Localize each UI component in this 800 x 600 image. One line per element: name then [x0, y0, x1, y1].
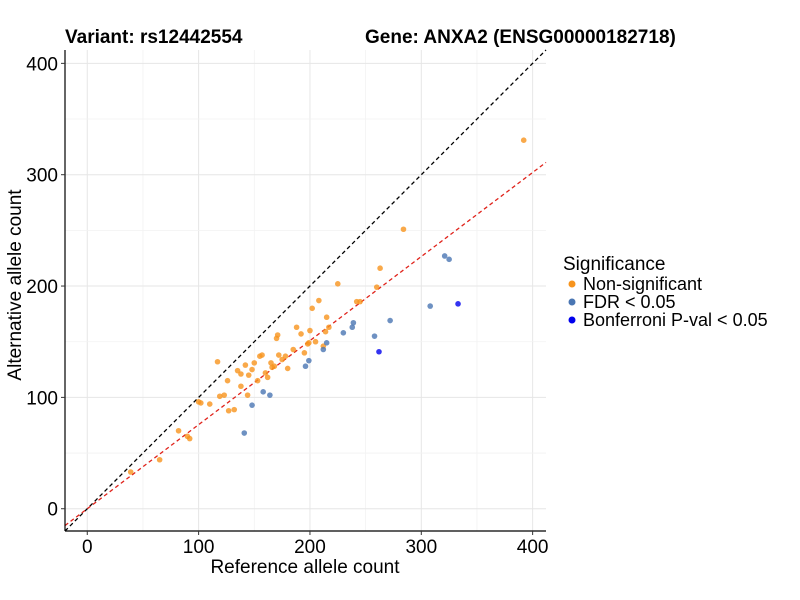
- point-fdr-0-05: [323, 340, 330, 346]
- data-points: [127, 137, 527, 475]
- point-non-significant: [225, 407, 232, 414]
- x-tick-label: 100: [183, 537, 215, 558]
- point-non-significant: [206, 401, 213, 407]
- tick-labels: 0 100 200 300 400 0 100 200 300 400: [26, 54, 548, 558]
- x-tick-label: 200: [294, 537, 326, 558]
- point-non-significant: [307, 327, 313, 334]
- point-non-significant: [323, 314, 330, 321]
- point-non-significant: [244, 392, 251, 398]
- chart-title-variant: Variant: rs12442554: [65, 27, 243, 48]
- point-fdr-0-05: [249, 402, 255, 408]
- point-non-significant: [249, 366, 255, 373]
- point-non-significant: [293, 324, 300, 331]
- point-non-significant: [520, 137, 527, 143]
- legend-label: FDR < 0.05: [583, 292, 676, 312]
- y-tick-label: 200: [26, 277, 58, 298]
- x-tick-label: 300: [405, 537, 437, 558]
- gridlines: [65, 50, 546, 531]
- point-non-significant: [301, 350, 308, 356]
- point-non-significant: [238, 383, 244, 390]
- point-non-significant: [377, 265, 383, 272]
- point-fdr-0-05: [267, 392, 273, 398]
- point-fdr-0-05: [306, 357, 312, 364]
- point-non-significant: [264, 374, 271, 381]
- point-non-significant: [198, 400, 204, 406]
- point-non-significant: [238, 371, 244, 377]
- point-non-significant: [224, 377, 231, 384]
- point-non-significant: [373, 284, 380, 290]
- point-non-significant: [254, 377, 261, 384]
- x-tick-label: 400: [517, 537, 549, 558]
- y-tick-label: 100: [26, 388, 58, 409]
- point-non-significant: [156, 456, 163, 463]
- point-fdr-0-05: [241, 430, 248, 436]
- point-non-significant: [175, 427, 182, 434]
- point-non-significant: [127, 469, 134, 475]
- point-non-significant: [298, 331, 304, 337]
- point-fdr-0-05: [371, 333, 378, 339]
- point-fdr-0-05: [350, 319, 357, 326]
- point-non-significant: [306, 340, 312, 346]
- point-non-significant: [231, 406, 238, 413]
- legend-marker: [568, 298, 576, 306]
- y-tick-label: 300: [26, 166, 58, 187]
- point-non-significant: [274, 332, 281, 338]
- point-fdr-0-05: [260, 389, 266, 395]
- axes: [64, 50, 546, 532]
- point-non-significant: [322, 328, 329, 335]
- y-tick-label: 400: [26, 54, 58, 75]
- point-bonferroni-p-val-0-05: [455, 301, 461, 307]
- identity-reference-line: [64, 49, 547, 532]
- point-non-significant: [284, 365, 291, 372]
- point-non-significant: [400, 226, 407, 233]
- point-fdr-0-05: [349, 324, 356, 331]
- point-non-significant: [221, 392, 228, 398]
- point-bonferroni-p-val-0-05: [376, 348, 382, 355]
- point-non-significant: [245, 372, 252, 378]
- point-non-significant: [262, 370, 269, 376]
- point-non-significant: [242, 362, 249, 368]
- point-non-significant: [275, 352, 282, 358]
- point-non-significant: [290, 346, 297, 353]
- legend-marker: [568, 316, 576, 324]
- reference-lines: [64, 49, 547, 532]
- point-non-significant: [251, 360, 258, 366]
- point-non-significant: [282, 353, 289, 359]
- legend-marker: [568, 280, 576, 288]
- point-fdr-0-05: [320, 346, 327, 353]
- legend-title: Significance: [563, 254, 665, 275]
- point-non-significant: [309, 305, 315, 312]
- point-non-significant: [357, 298, 363, 305]
- x-tick-label: 0: [82, 537, 93, 558]
- y-tick-label: 0: [47, 500, 58, 521]
- legend-label: Bonferroni P-val < 0.05: [583, 310, 768, 330]
- legend-label: Non-significant: [583, 274, 702, 294]
- chart-title-gene: Gene: ANXA2 (ENSG00000182718): [365, 27, 676, 48]
- point-fdr-0-05: [340, 330, 347, 336]
- point-non-significant: [316, 297, 322, 304]
- point-non-significant: [271, 363, 278, 370]
- point-non-significant: [259, 352, 265, 358]
- point-fdr-0-05: [441, 253, 448, 259]
- point-non-significant: [326, 324, 332, 331]
- point-fdr-0-05: [387, 317, 393, 324]
- x-axis-label: Reference allele count: [210, 557, 400, 578]
- point-non-significant: [312, 338, 319, 345]
- point-non-significant: [216, 393, 223, 400]
- point-non-significant: [186, 435, 193, 442]
- point-non-significant: [214, 358, 221, 365]
- point-fdr-0-05: [446, 256, 452, 263]
- point-non-significant: [334, 281, 341, 287]
- point-fdr-0-05: [427, 303, 434, 309]
- y-axis-label: Alternative allele count: [5, 189, 26, 381]
- point-fdr-0-05: [302, 363, 309, 370]
